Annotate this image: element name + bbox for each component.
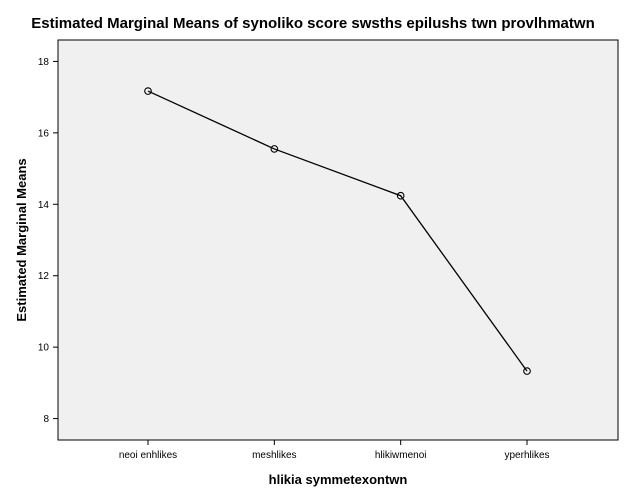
x-axis: neoi enhlikes meshlikes hlikiwmenoi yperhli… — [119, 440, 550, 461]
x-tick-label: hlikiwmenoi — [375, 450, 427, 461]
y-axis-title: Estimated Marginal Means — [14, 158, 29, 321]
y-tick-label: 10 — [38, 343, 50, 354]
y-tick-label: 18 — [38, 57, 50, 68]
series-line — [147, 90, 528, 372]
data-point — [144, 87, 152, 95]
y-tick-label: 8 — [43, 414, 49, 425]
y-axis: 8 10 12 14 16 18 — [38, 57, 58, 425]
x-axis-title: hlikia symmetexontwn — [269, 472, 408, 487]
data-point — [523, 367, 531, 375]
series-layer — [144, 87, 531, 375]
data-point — [396, 191, 405, 200]
y-tick-label: 12 — [38, 271, 50, 282]
data-point — [270, 145, 279, 153]
x-tick-label: meshlikes — [252, 450, 296, 461]
y-tick-label: 16 — [38, 128, 50, 139]
chart-title: Estimated Marginal Means of synoliko sco… — [31, 15, 594, 32]
y-tick-label: 14 — [38, 200, 50, 211]
x-tick-label: yperhlikes — [504, 450, 549, 461]
plot-area — [57, 39, 619, 441]
x-tick-label: neoi enhlikes — [119, 450, 177, 461]
